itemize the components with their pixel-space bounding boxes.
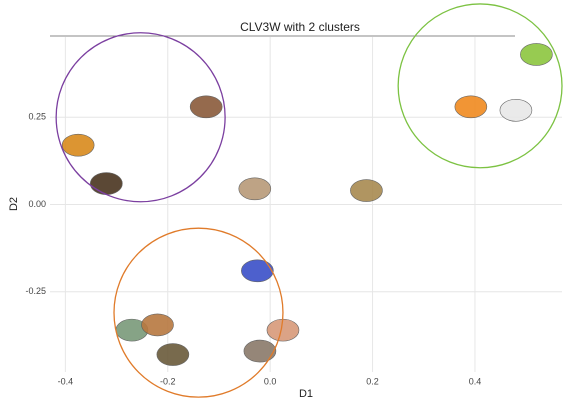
cluster-circle <box>398 4 562 168</box>
x-axis-label: D1 <box>299 388 313 400</box>
point-icon <box>157 344 189 366</box>
point-icon <box>142 314 174 336</box>
y-axis-label: D2 <box>8 197 20 211</box>
point-icon <box>239 178 271 200</box>
x-tick-label: 0.4 <box>469 376 482 386</box>
point-icon <box>500 99 532 121</box>
point-icon <box>455 96 487 118</box>
point-icon <box>62 134 94 156</box>
x-tick-label: -0.4 <box>58 376 74 386</box>
x-tick-label: 0.0 <box>264 376 277 386</box>
point-icon <box>520 43 552 65</box>
x-tick-label: 0.2 <box>366 376 379 386</box>
y-tick-label: -0.25 <box>25 286 46 296</box>
point-icon <box>190 96 222 118</box>
y-tick-label: 0.00 <box>28 199 46 209</box>
point-icon <box>241 260 273 282</box>
x-tick-label: -0.2 <box>160 376 176 386</box>
chart-title: CLV3W with 2 clusters <box>240 20 360 34</box>
chart: CLV3W with 2 clusters D1 D2 -0.4-0.20.00… <box>0 0 563 402</box>
y-tick-label: 0.25 <box>28 112 46 122</box>
point-icon <box>244 340 276 362</box>
point-icon <box>350 180 382 202</box>
point-icon <box>90 173 122 195</box>
cluster-circle <box>114 228 283 397</box>
